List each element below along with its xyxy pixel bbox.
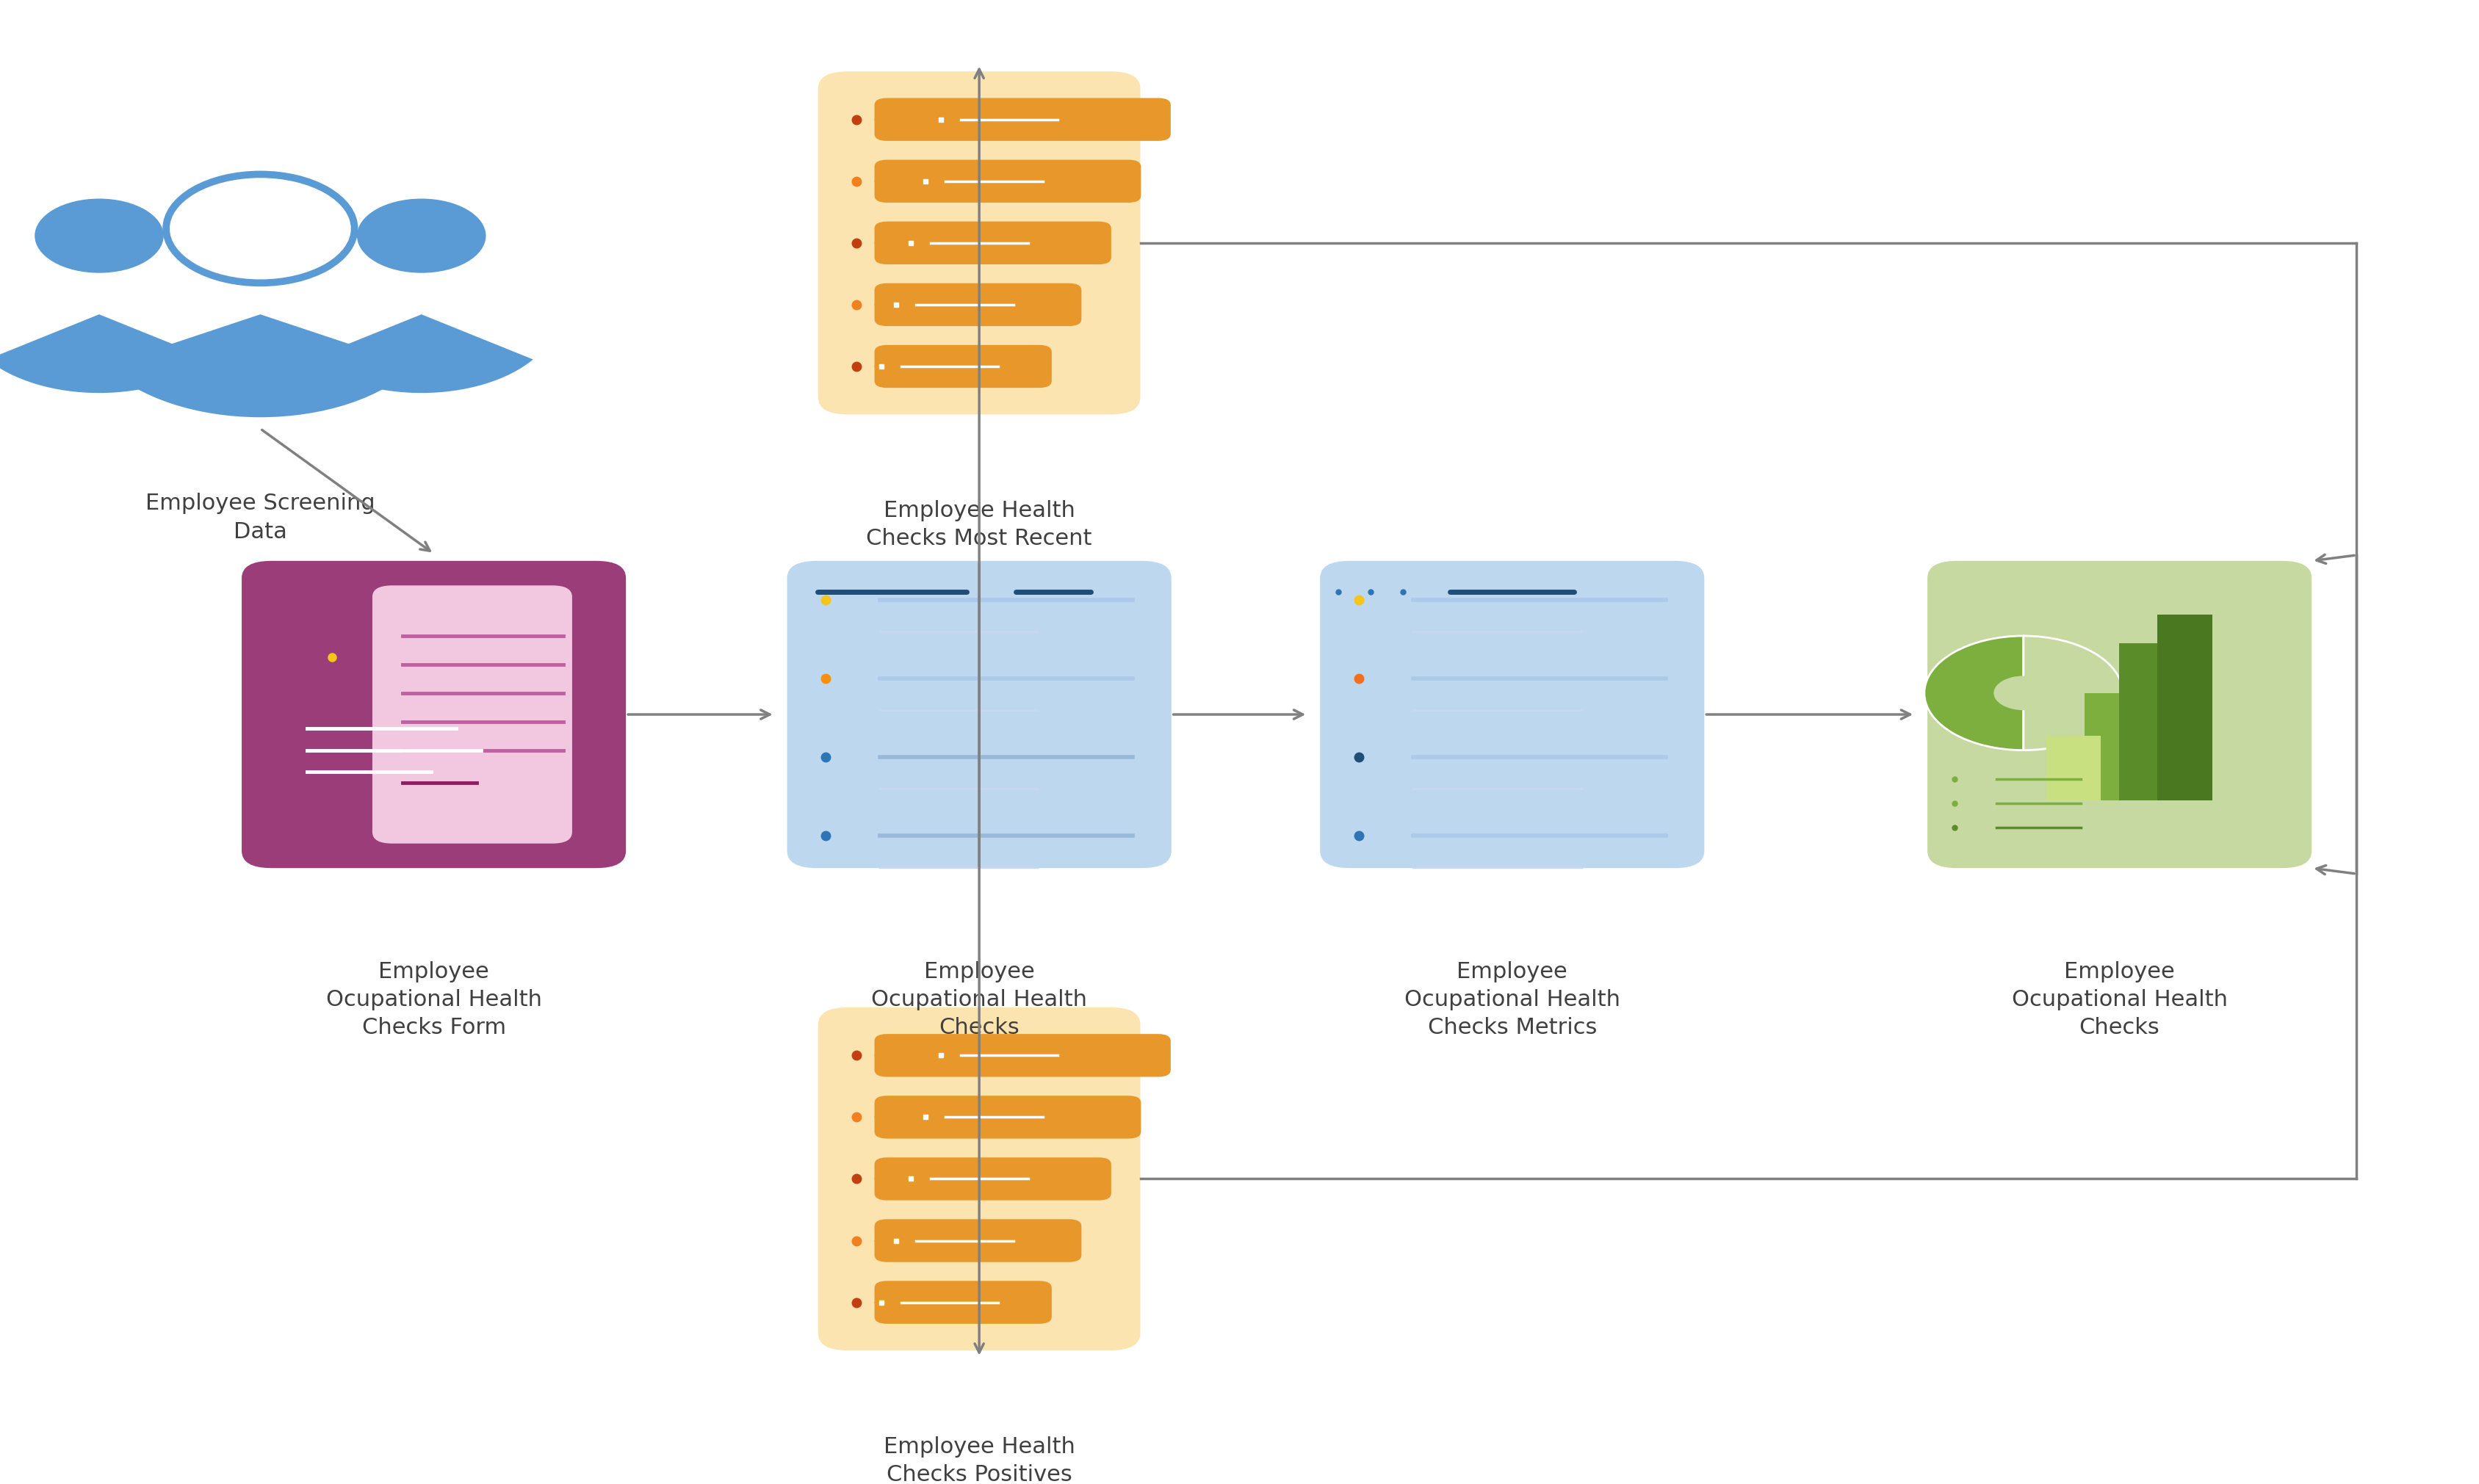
Circle shape xyxy=(35,199,164,273)
FancyBboxPatch shape xyxy=(818,71,1140,414)
FancyBboxPatch shape xyxy=(240,561,625,868)
FancyBboxPatch shape xyxy=(875,221,1111,264)
FancyBboxPatch shape xyxy=(875,1158,1111,1201)
Wedge shape xyxy=(1993,675,2053,711)
Bar xyxy=(2120,643,2174,800)
Circle shape xyxy=(357,199,486,273)
Wedge shape xyxy=(107,315,414,417)
Bar xyxy=(2045,736,2100,800)
Text: Employee
Ocupational Health
Checks Metrics: Employee Ocupational Health Checks Metri… xyxy=(1403,962,1621,1039)
FancyBboxPatch shape xyxy=(875,283,1081,326)
FancyBboxPatch shape xyxy=(875,1034,1170,1077)
FancyBboxPatch shape xyxy=(372,585,573,843)
FancyBboxPatch shape xyxy=(875,98,1170,141)
Text: Employee
Ocupational Health
Checks Form: Employee Ocupational Health Checks Form xyxy=(325,962,543,1039)
Wedge shape xyxy=(2023,635,2122,751)
FancyBboxPatch shape xyxy=(875,1281,1051,1324)
Wedge shape xyxy=(0,315,211,393)
Text: Employee Health
Checks Positives: Employee Health Checks Positives xyxy=(883,1437,1076,1484)
FancyBboxPatch shape xyxy=(875,1220,1081,1261)
FancyBboxPatch shape xyxy=(1319,561,1706,868)
Bar xyxy=(2085,693,2139,800)
FancyBboxPatch shape xyxy=(875,160,1140,203)
FancyBboxPatch shape xyxy=(818,1008,1140,1350)
FancyBboxPatch shape xyxy=(788,561,1170,868)
FancyBboxPatch shape xyxy=(1929,561,2310,868)
Wedge shape xyxy=(1924,635,2023,751)
Text: Employee Health
Checks Most Recent: Employee Health Checks Most Recent xyxy=(865,500,1093,549)
Text: Employee
Ocupational Health
Checks: Employee Ocupational Health Checks xyxy=(870,962,1088,1039)
FancyBboxPatch shape xyxy=(875,344,1051,387)
Text: Employee Screening
Data: Employee Screening Data xyxy=(146,493,374,542)
Text: Employee
Ocupational Health
Checks: Employee Ocupational Health Checks xyxy=(2010,962,2229,1039)
Bar xyxy=(2157,614,2211,800)
Wedge shape xyxy=(310,315,533,393)
FancyBboxPatch shape xyxy=(875,1095,1140,1138)
